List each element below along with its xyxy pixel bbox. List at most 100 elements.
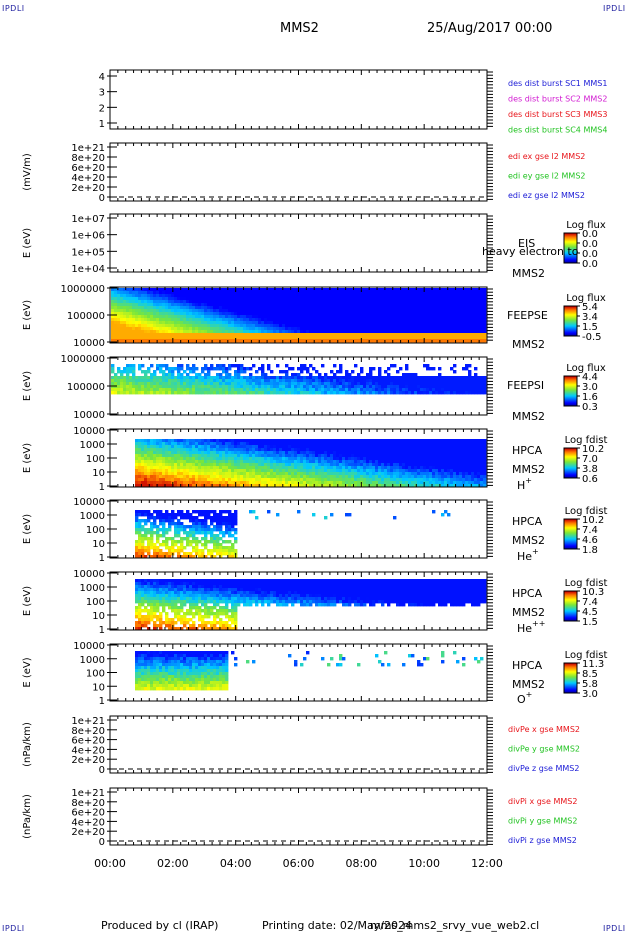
hpca-h-cell (150, 469, 154, 473)
feepse-cell (216, 339, 220, 343)
feepse-cell (195, 336, 199, 340)
feepse-cell (462, 336, 466, 340)
feepsi-cell (450, 385, 454, 389)
feepse-cell (384, 318, 388, 322)
hpca-h-cell (348, 448, 352, 452)
edi-ytick-label: 2e+20 (71, 183, 105, 194)
feepse-cell (345, 315, 349, 319)
hpca-h-cell (246, 484, 250, 488)
feepse-cell (438, 321, 442, 325)
hpca-h-cell (270, 451, 274, 455)
feepsi-cell (195, 388, 199, 392)
feepse-colorbar-band (564, 308, 577, 310)
hpca-h-cell (426, 439, 430, 443)
hpca-h-cell (402, 466, 406, 470)
hpca-h-cell (228, 472, 232, 476)
feepsi-cell (423, 385, 427, 389)
feepsi-cell (441, 391, 445, 395)
feepsi-cell (201, 385, 205, 389)
feepse-cell (246, 294, 250, 298)
feepse-cell (444, 300, 448, 304)
feepsi-cell (333, 388, 337, 392)
feepse-cell (159, 315, 163, 319)
feepse-cell (246, 303, 250, 307)
feepse-cell (471, 324, 475, 328)
feepse-cell (393, 294, 397, 298)
feepse-cell (426, 306, 430, 310)
feepsi-cell (303, 382, 307, 386)
feepsi-cell (261, 373, 265, 377)
feepse-cell (300, 321, 304, 325)
feepse-cell (120, 303, 124, 307)
feepse-cell (225, 324, 229, 328)
feepse-cell (141, 330, 145, 334)
feepse-cell (297, 315, 301, 319)
feepse-colorbar-band (564, 309, 577, 311)
feepsi-cell (417, 382, 421, 386)
feepsi-cell (180, 385, 184, 389)
hpca-h-cell (303, 481, 307, 485)
hpca-h-cell (246, 457, 250, 461)
feepsi-cell (246, 376, 250, 380)
feepsi-cell (123, 391, 127, 395)
feepse-cell (471, 333, 475, 337)
hpca-h-cell (249, 472, 253, 476)
feepse-cell (219, 336, 223, 340)
feepsi-cell (129, 376, 133, 380)
feepse-cell (228, 309, 232, 313)
feepse-cell (357, 336, 361, 340)
des-frame (109, 69, 488, 130)
feepse-cell (330, 333, 334, 337)
feepse-cell (480, 303, 484, 307)
feepsi-cell (174, 367, 178, 371)
hpca-h-cell (192, 484, 196, 488)
feepse-cell (393, 321, 397, 325)
feepsi-cell (423, 364, 427, 368)
feepse-cell (117, 318, 121, 322)
feepse-cell (384, 315, 388, 319)
feepse-cell (372, 312, 376, 316)
feepsi-cell (261, 382, 265, 386)
feepsi-cell (318, 391, 322, 395)
feepse-cell (300, 288, 304, 292)
feepse-cell (429, 315, 433, 319)
feepse-cell (375, 300, 379, 304)
feepsi-cell (150, 364, 154, 368)
corner-label-top-right: IPDLI (603, 4, 626, 13)
feepse-cell (228, 291, 232, 295)
feepse-cell (468, 333, 472, 337)
feepse-cell (303, 297, 307, 301)
hpca-h-cell (252, 463, 256, 467)
hpca-h-cell (423, 478, 427, 482)
feepse-cell (201, 297, 205, 301)
feepsi-cell (264, 379, 268, 383)
feepse-colorbar-band (564, 313, 577, 315)
feepse-right-label: MMS2 (512, 338, 545, 351)
feepsi-cell (480, 379, 484, 383)
hpca-h-cell (417, 481, 421, 485)
feepse-cell (150, 291, 154, 295)
hpca-h-cell (417, 475, 421, 479)
feepse-colorbar-band (564, 330, 577, 332)
feepsi-cell (312, 391, 316, 395)
feepse-cell (384, 303, 388, 307)
hpca-h-cell (261, 460, 265, 464)
eis-ytick-label: 1e+04 (71, 264, 105, 275)
feepse-cell (348, 306, 352, 310)
feepsi-cell (168, 367, 172, 371)
feepse-cell (288, 315, 292, 319)
feepse-cell (261, 333, 265, 337)
feepse-cell (156, 294, 160, 298)
feepse-cell (441, 324, 445, 328)
feepse-cell (330, 306, 334, 310)
hpca-h-cell (330, 460, 334, 464)
feepse-cell (207, 324, 211, 328)
feepsi-cell (189, 382, 193, 386)
feepse-cell (432, 294, 436, 298)
hpca-h-cell (174, 460, 178, 464)
hpca-h-cell (288, 439, 292, 443)
feepse-cell (264, 327, 268, 331)
hpca-h-cell (291, 463, 295, 467)
feepse-cell (345, 312, 349, 316)
hpca-h-cell (207, 442, 211, 446)
